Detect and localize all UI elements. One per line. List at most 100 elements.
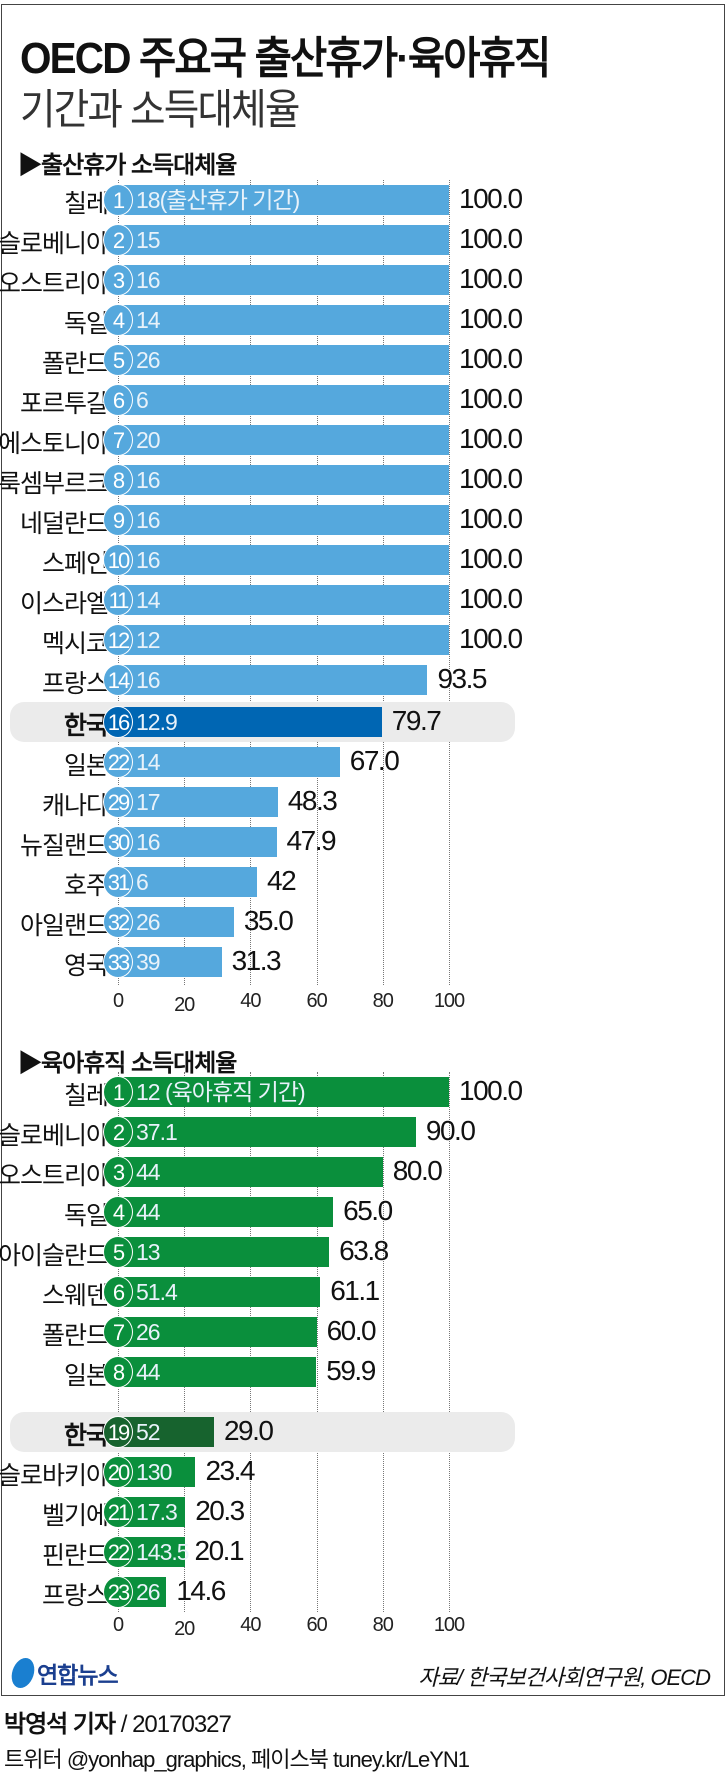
value-label: 42 <box>267 865 297 896</box>
rank-badge: 19 <box>103 1416 133 1448</box>
bar-row: 일본 22 14 67.0 <box>0 742 728 782</box>
bar-row: 칠레 1 12 (육아휴직 기간) 100.0 <box>0 1072 728 1112</box>
bar <box>118 827 277 857</box>
value-label: 93.5 <box>437 663 487 694</box>
country-label: 벨기에 <box>41 1502 109 1530</box>
section-title-text: 육아휴직 소득대체율 <box>41 1050 237 1077</box>
value-label: 31.3 <box>231 945 282 976</box>
gridline <box>449 180 450 985</box>
duration-label: 18(출산휴가 기간) <box>136 187 300 213</box>
bar <box>118 867 258 897</box>
section-title-parental: ▶육아휴직 소득대체율 <box>18 1050 237 1077</box>
duration-label: 26 <box>136 1579 161 1605</box>
duration-label: 37.1 <box>136 1119 178 1145</box>
bar-row: 네덜란드 9 16 100.0 <box>0 500 728 540</box>
bar <box>118 947 222 977</box>
gridline <box>118 180 119 985</box>
yonhap-logo-icon <box>9 1658 37 1688</box>
country-label: 아일랜드 <box>19 912 109 940</box>
rank-badge: 33 <box>103 946 133 978</box>
x-tick-label: 0 <box>112 990 124 1012</box>
duration-label: 26 <box>136 347 161 373</box>
infographic-frame <box>1 4 725 1696</box>
rank-badge: 11 <box>103 584 133 616</box>
value-label: 100.0 <box>459 423 523 454</box>
country-label: 슬로바키아 <box>0 1462 109 1490</box>
rank-badge: 32 <box>103 906 133 938</box>
duration-label: 26 <box>136 909 161 935</box>
rank-badge: 1 <box>103 1076 133 1108</box>
bar-row: 슬로바키아 20 130 23.4 <box>0 1452 728 1492</box>
bar-row: 폴란드 5 26 100.0 <box>0 340 728 380</box>
duration-label: 14 <box>136 587 161 613</box>
rank-badge: 9 <box>103 504 133 536</box>
rank-badge: 4 <box>103 1196 133 1228</box>
value-label: 61.1 <box>330 1275 380 1306</box>
value-label: 48.3 <box>287 785 338 816</box>
bar-row: 칠레 1 18(출산휴가 기간) 100.0 <box>0 180 728 220</box>
x-tick-label: 80 <box>372 990 394 1012</box>
bar-row: 폴란드 7 26 60.0 <box>0 1312 728 1352</box>
value-label: 100.0 <box>459 463 523 494</box>
x-tick-label: 0 <box>112 1614 124 1636</box>
rank-badge: 6 <box>103 1276 133 1308</box>
duration-label: 17.3 <box>136 1499 178 1525</box>
gridline <box>382 180 384 985</box>
duration-label: 52 <box>136 1419 161 1445</box>
x-tick-label: 20 <box>174 994 195 1016</box>
bar-row: 독일 4 14 100.0 <box>0 300 728 340</box>
rank-badge: 12 <box>103 624 133 656</box>
country-label: 아이슬란드 <box>0 1242 109 1270</box>
value-label: 100.0 <box>459 183 523 214</box>
bar <box>118 1117 416 1147</box>
rank-badge: 31 <box>103 866 133 898</box>
bar-row: 스페인 10 16 100.0 <box>0 540 728 580</box>
duration-label: 12 (육아휴직 기간) <box>136 1079 306 1105</box>
country-label: 멕시코 <box>41 630 109 658</box>
bar <box>118 625 449 655</box>
bar <box>118 1237 330 1267</box>
rank-badge: 8 <box>103 1356 133 1388</box>
duration-label: 17 <box>136 789 161 815</box>
country-label: 이스라엘 <box>19 590 109 618</box>
rank-badge: 8 <box>103 464 133 496</box>
gridline <box>382 1072 384 1612</box>
bar-row: 호주 31 6 42 <box>0 862 728 902</box>
rank-badge: 5 <box>103 344 133 376</box>
duration-label: 12 <box>136 627 161 653</box>
duration-label: 143.5 <box>136 1539 190 1565</box>
page-subtitle: 기간과 소득대체율 <box>20 86 300 133</box>
rank-badge: 16 <box>103 706 133 738</box>
duration-label: 14 <box>136 307 161 333</box>
bar-row: 프랑스 14 16 93.5 <box>0 660 728 700</box>
value-label: 23.4 <box>205 1455 255 1486</box>
value-label: 60.0 <box>326 1315 377 1346</box>
bar <box>118 907 234 937</box>
country-label: 프랑스 <box>41 670 109 698</box>
value-label: 63.8 <box>339 1235 389 1266</box>
bar-row: 독일 4 44 65.0 <box>0 1192 728 1232</box>
value-label: 90.0 <box>425 1115 476 1146</box>
value-label: 47.9 <box>286 825 337 856</box>
value-label: 79.7 <box>391 705 442 736</box>
rank-badge: 22 <box>103 1536 133 1568</box>
rank-badge: 20 <box>103 1456 133 1488</box>
gridline <box>250 180 252 985</box>
duration-label: 6 <box>136 387 149 413</box>
bar-row: 벨기에 21 17.3 20.3 <box>0 1492 728 1532</box>
x-tick-label: 40 <box>240 1614 261 1636</box>
bar-row: 한국 16 12.9 79.7 <box>0 702 728 742</box>
highlight-background <box>10 1412 515 1452</box>
gridline <box>316 1072 318 1612</box>
duration-label: 6 <box>136 869 149 895</box>
value-label: 100.0 <box>459 383 523 414</box>
bar-row: 캐나다 29 17 48.3 <box>0 782 728 822</box>
duration-label: 15 <box>136 227 161 253</box>
bar-row: 포르투갈 6 6 100.0 <box>0 380 728 420</box>
country-label: 스페인 <box>41 550 109 578</box>
country-label: 칠레 <box>63 190 109 218</box>
bar <box>118 385 449 415</box>
bar <box>118 1077 449 1107</box>
bar <box>118 265 449 295</box>
duration-label: 20 <box>136 427 161 453</box>
